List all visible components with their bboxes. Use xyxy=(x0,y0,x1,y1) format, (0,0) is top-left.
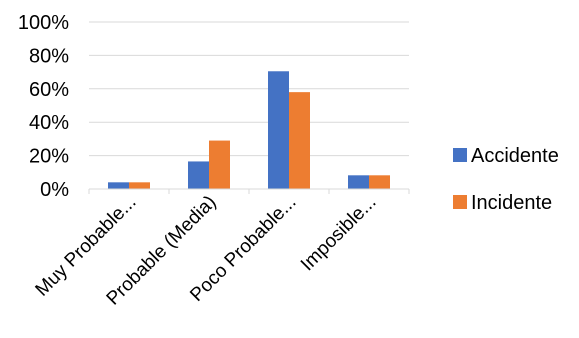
legend-label-incidente: Incidente xyxy=(471,192,552,214)
bar-accidente xyxy=(188,161,209,189)
bar-incidente xyxy=(209,140,230,189)
legend-swatch-accidente xyxy=(453,148,467,162)
legend-label-accidente: Accidente xyxy=(471,145,559,167)
legend: Accidente Incidente xyxy=(453,145,559,214)
y-tick-label: 0% xyxy=(40,179,69,201)
legend-swatch-incidente xyxy=(453,195,467,209)
y-tick-label: 80% xyxy=(29,45,69,67)
y-tick-label: 20% xyxy=(29,146,69,168)
x-tick-label: Imposible... xyxy=(297,192,381,276)
y-tick-label: 40% xyxy=(29,112,69,134)
y-axis-tick-labels: 0% 20% 40% 60% 80% 100% xyxy=(18,12,69,201)
bars xyxy=(108,71,390,189)
bar-accidente xyxy=(348,175,369,189)
y-tick-label: 100% xyxy=(18,12,69,34)
axes xyxy=(88,188,410,194)
gridlines xyxy=(89,21,409,157)
bar-incidente xyxy=(289,92,310,189)
y-tick-label: 60% xyxy=(29,79,69,101)
x-axis-tick-labels: Muy Probable...Probable (Media)Poco Prob… xyxy=(32,192,381,310)
bar-incidente xyxy=(369,175,390,189)
bar-accidente xyxy=(108,182,129,189)
bar-incidente xyxy=(129,182,150,189)
bar-accidente xyxy=(268,71,289,189)
